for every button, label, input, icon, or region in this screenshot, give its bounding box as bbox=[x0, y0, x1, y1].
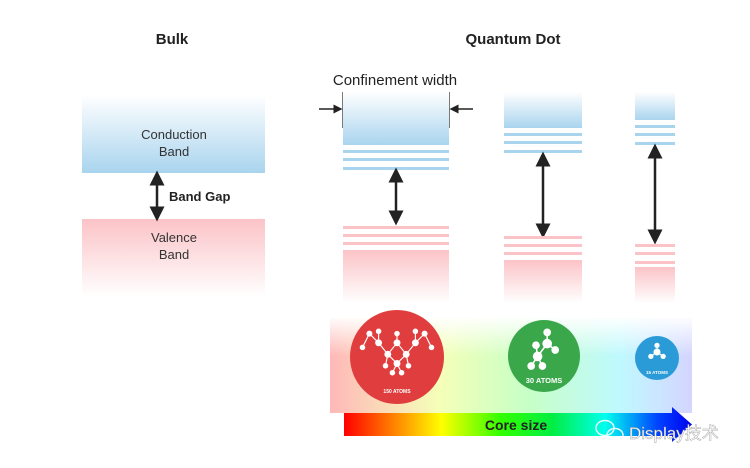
conduction-level bbox=[343, 167, 449, 170]
conduction-label-2: Band bbox=[159, 144, 189, 159]
conduction-level bbox=[635, 125, 675, 128]
conduction-level bbox=[635, 142, 675, 145]
valence-level bbox=[343, 242, 449, 245]
valence-band-0 bbox=[343, 250, 449, 303]
core-size-arrow bbox=[344, 407, 692, 442]
heading-quantum-dot: Quantum Dot bbox=[466, 31, 561, 48]
dot-circle-small bbox=[635, 336, 679, 380]
conduction-level bbox=[343, 158, 449, 161]
conduction-level bbox=[504, 150, 582, 153]
molecule-icon bbox=[359, 328, 435, 376]
valence-label-2: Band bbox=[159, 247, 189, 262]
dot-15-atoms: 15 ATOMS bbox=[635, 336, 679, 380]
valence-level bbox=[343, 226, 449, 229]
dot-30-atoms: 30 ATOMS bbox=[508, 320, 580, 392]
conduction-level bbox=[343, 150, 449, 153]
atoms-label-150: 150 ATOMS bbox=[383, 389, 411, 395]
bulk-valence-band bbox=[82, 219, 265, 297]
valence-level bbox=[635, 252, 675, 255]
conduction-band-1 bbox=[504, 92, 582, 128]
valence-band-2 bbox=[635, 267, 675, 303]
watermark-text: Display技术 bbox=[629, 424, 719, 443]
conduction-level bbox=[504, 133, 582, 136]
valence-level bbox=[504, 236, 582, 239]
valence-level bbox=[504, 252, 582, 255]
valence-band-1 bbox=[504, 260, 582, 303]
atoms-label-15: 15 ATOMS bbox=[646, 370, 668, 375]
conduction-level bbox=[635, 133, 675, 136]
band-gap-label: Band Gap bbox=[169, 189, 230, 204]
valence-label-1: Valence bbox=[151, 230, 197, 245]
molecule-icon bbox=[648, 342, 666, 360]
conduction-level bbox=[504, 141, 582, 144]
valence-level bbox=[635, 261, 675, 264]
wechat-icon bbox=[595, 419, 624, 443]
heading-bulk: Bulk bbox=[156, 31, 189, 48]
molecule-icon bbox=[527, 328, 560, 370]
bulk-conduction-band bbox=[82, 95, 265, 173]
dot-circle-medium bbox=[508, 320, 580, 392]
valence-level bbox=[635, 244, 675, 247]
atoms-label-30: 30 ATOMS bbox=[526, 376, 563, 385]
dot-150-atoms: 150 ATOMS bbox=[350, 310, 444, 404]
dot-circle-large bbox=[350, 310, 444, 404]
confinement-width-label: Confinement width bbox=[333, 72, 457, 89]
conduction-band-2 bbox=[635, 92, 675, 120]
core-size-label: Core size bbox=[485, 417, 547, 433]
conduction-band-0 bbox=[343, 92, 449, 145]
conduction-label-1: Conduction bbox=[141, 127, 207, 142]
valence-level bbox=[343, 234, 449, 237]
valence-level bbox=[504, 244, 582, 247]
